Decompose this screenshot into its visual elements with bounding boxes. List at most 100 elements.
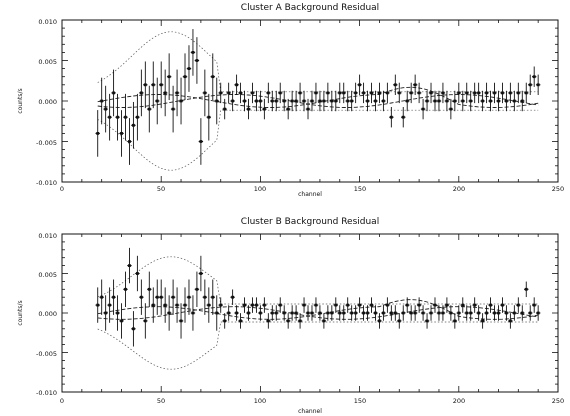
panel-a-data-point [373,90,378,112]
panel-b-data-point [357,297,362,313]
panel-b-marker [255,303,258,307]
panel-a-marker [159,83,163,87]
panel-a-marker [397,91,401,95]
panel-a-marker [516,91,520,95]
panel-b-marker [457,311,461,315]
panel-b-marker [179,319,183,323]
panel-b-y-tick-labels: 0.010 0.005 0.000 -0.005 -0.010 [36,232,57,397]
panel-b-marker [108,303,112,307]
panel-a-x-tick-labels: 0 50 100 150 200 250 [60,185,564,193]
panel-a-data-point [401,106,406,128]
panel-a-marker [453,99,457,103]
panel-a-marker [112,91,115,95]
panel-a-marker [100,99,104,103]
panel-a-data-point [345,90,350,112]
panel-b-marker [187,295,191,299]
panel-b-marker [294,311,298,315]
panel-a-data-point [385,82,390,104]
panel-b-data-point [115,295,120,331]
panel-a-marker [310,99,314,103]
panel-b-data-point [365,305,370,321]
panel-a-marker [354,91,358,95]
panel-a-data-point [436,90,442,112]
panel-a-marker [413,83,417,87]
panel-a-data-point [194,37,200,84]
panel-b-marker [219,303,223,307]
panel-a-marker [155,99,159,103]
panel-b-data-point [377,313,382,329]
panel-b-data-point [353,305,358,321]
panel-a-marker [203,91,207,95]
panel-a-marker [223,107,227,111]
panel-b-marker [104,311,108,315]
panel-b-data-point [385,297,390,313]
panel-b-marker [505,311,508,315]
panel-a-data-point [397,82,402,104]
panel-a-marker [108,115,112,119]
panel-b-xtick-1: 50 [157,397,165,405]
panel-a-marker [255,99,258,103]
panel-b-marker [413,311,417,315]
panel-a-data-point [496,90,501,112]
panel-a-data-point [278,82,283,104]
panel-b-marker [223,319,227,323]
panel-a-data-point [178,77,184,125]
panel-b-marker [124,287,127,291]
panel-b-marker [207,303,211,307]
panel-a-marker [421,107,425,111]
panel-a-marker [151,83,155,87]
panel-b-marker [354,311,358,315]
panel-a-data-point [452,90,458,112]
panel-a-marker [457,91,461,95]
panel-a-marker [262,107,266,111]
panel-b-marker [259,311,262,315]
panel-a-marker [215,99,219,103]
panel-b-marker [516,303,520,307]
panel-b-data-point [313,297,319,313]
panel-b-data-point [528,305,533,321]
panel-b-data-point [341,305,346,321]
panel-b-marker [441,311,445,315]
panel-a-marker [247,107,250,111]
panel-b-data-point [194,271,200,307]
panel-b-marker [211,295,215,299]
panel-b-data-point [393,305,398,321]
panel-a-marker [104,107,108,111]
panel-a-data-point [103,85,108,133]
panel-b-data-point [512,305,517,321]
panel-b-data-point [182,287,188,323]
panel-b-data-point [127,247,132,284]
panel-a-data-point [262,98,267,120]
panel-b-model-curve [97,306,539,320]
panel-b-data-point [333,297,338,313]
panel-b-data-point [250,297,255,313]
panel-a-marker [449,107,453,111]
panel-b-data-point [266,313,271,329]
panel-b-marker [247,311,250,315]
panel-b-data-point [531,297,537,313]
panel-a-marker [231,99,235,103]
panel-b-data-point [99,279,104,315]
panel-b-marker [310,311,314,315]
panel-a-data-point [524,82,529,104]
panel-a-data-point [500,82,505,104]
panel-b-ylabel: counts/s [17,300,24,325]
panel-a-marker [497,99,500,103]
panel-b-data-point [174,287,180,323]
panel-b-data-point [476,305,481,321]
panel-b-data-point [500,297,505,313]
panel-a-data-point [293,90,299,112]
panel-b-marker [326,311,330,315]
panel-b-marker [409,311,413,315]
panel-a-data-point [131,101,136,149]
panel-a-marker [211,75,215,79]
panel-a-marker [239,91,242,95]
panel-b-marker [477,311,481,315]
panel-a-data-point [214,77,219,125]
panel-a-data-point [246,98,251,120]
panel-b-ytick-1: 0.005 [38,271,57,279]
panel-a-marker [298,91,302,95]
panel-b-marker [350,311,354,315]
panel-a-marker [171,107,175,111]
panel-a-data-point [135,93,140,141]
